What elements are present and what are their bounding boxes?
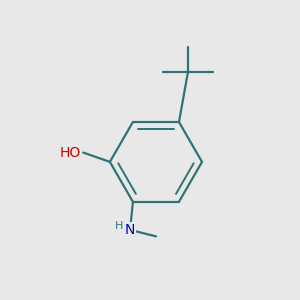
- Text: HO: HO: [60, 146, 81, 160]
- Text: H: H: [115, 221, 123, 231]
- Text: N: N: [125, 223, 135, 237]
